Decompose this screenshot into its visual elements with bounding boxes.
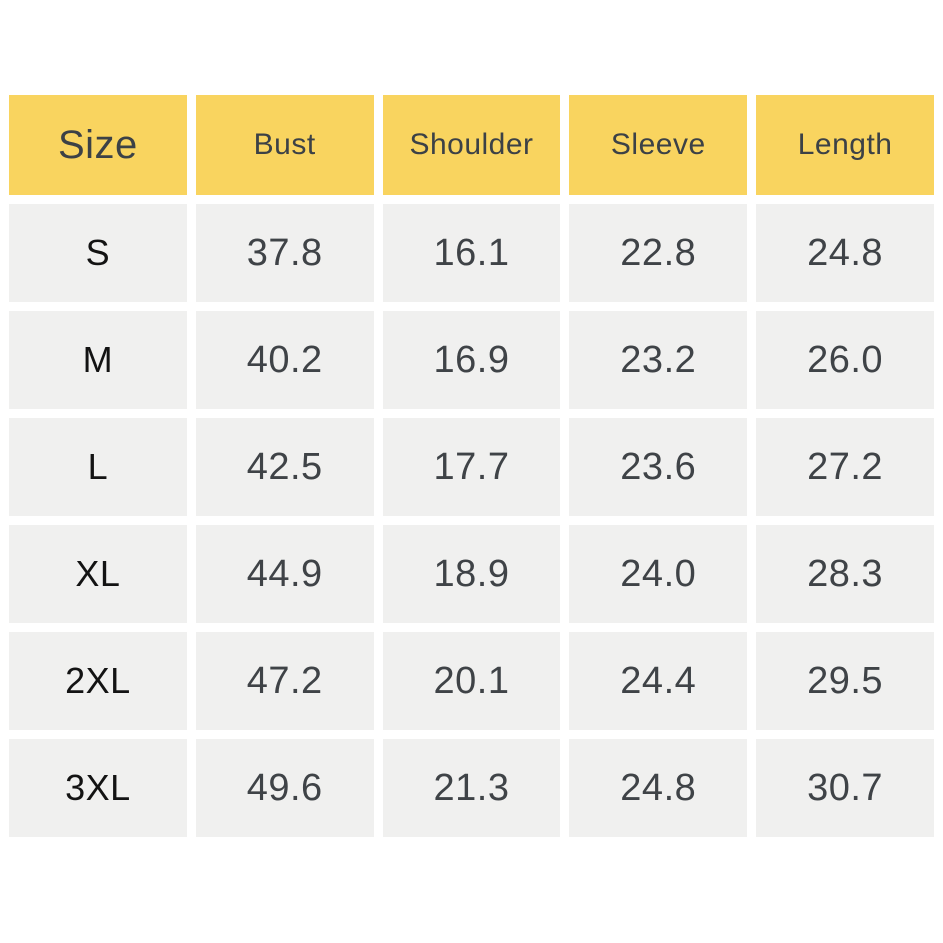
cell-bust: 37.8 (195, 204, 374, 302)
cell-bust: 42.5 (195, 418, 374, 516)
cell-length: 26.0 (756, 311, 934, 409)
column-header-sleeve: Sleeve (569, 95, 748, 195)
column-header-bust: Bust (195, 95, 374, 195)
cell-length: 24.8 (756, 204, 934, 302)
column-header-length: Length (756, 95, 934, 195)
cell-sleeve: 24.4 (569, 632, 748, 730)
cell-sleeve: 22.8 (569, 204, 748, 302)
size-label: 3XL (9, 739, 187, 837)
cell-bust: 40.2 (195, 311, 374, 409)
table-row-l: L 42.5 17.7 23.6 27.2 (9, 418, 934, 516)
size-label: M (9, 311, 187, 409)
size-label: 2XL (9, 632, 187, 730)
table-row-xl: XL 44.9 18.9 24.0 28.3 (9, 525, 934, 623)
cell-shoulder: 17.7 (382, 418, 561, 516)
table-row-m: M 40.2 16.9 23.2 26.0 (9, 311, 934, 409)
cell-sleeve: 23.2 (569, 311, 748, 409)
size-chart-body: S 37.8 16.1 22.8 24.8 M 40.2 16.9 23.2 2… (9, 204, 934, 837)
table-row-2xl: 2XL 47.2 20.1 24.4 29.5 (9, 632, 934, 730)
cell-length: 30.7 (756, 739, 934, 837)
size-label: S (9, 204, 187, 302)
cell-sleeve: 24.8 (569, 739, 748, 837)
table-row-s: S 37.8 16.1 22.8 24.8 (9, 204, 934, 302)
header-row: Size Bust Shoulder Sleeve Length (9, 95, 934, 195)
cell-length: 27.2 (756, 418, 934, 516)
size-chart-table: Size Bust Shoulder Sleeve Length S 37.8 … (0, 86, 943, 846)
cell-bust: 44.9 (195, 525, 374, 623)
cell-length: 29.5 (756, 632, 934, 730)
size-label: XL (9, 525, 187, 623)
cell-bust: 49.6 (195, 739, 374, 837)
size-chart-header: Size Bust Shoulder Sleeve Length (9, 95, 934, 195)
column-header-size: Size (9, 95, 187, 195)
cell-shoulder: 20.1 (382, 632, 561, 730)
size-label: L (9, 418, 187, 516)
cell-bust: 47.2 (195, 632, 374, 730)
size-chart-page: Size Bust Shoulder Sleeve Length S 37.8 … (0, 86, 943, 943)
cell-shoulder: 16.1 (382, 204, 561, 302)
cell-sleeve: 24.0 (569, 525, 748, 623)
cell-shoulder: 18.9 (382, 525, 561, 623)
cell-length: 28.3 (756, 525, 934, 623)
column-header-shoulder: Shoulder (382, 95, 561, 195)
cell-shoulder: 21.3 (382, 739, 561, 837)
cell-shoulder: 16.9 (382, 311, 561, 409)
cell-sleeve: 23.6 (569, 418, 748, 516)
table-row-3xl: 3XL 49.6 21.3 24.8 30.7 (9, 739, 934, 837)
